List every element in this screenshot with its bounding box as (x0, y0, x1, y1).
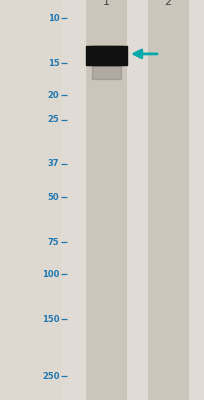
Text: 37: 37 (48, 159, 59, 168)
Bar (61, 0, 203, 400)
Text: 20: 20 (48, 91, 59, 100)
Text: 2: 2 (164, 0, 171, 7)
Text: 25: 25 (48, 116, 59, 124)
Text: 100: 100 (42, 270, 59, 279)
Text: 75: 75 (48, 238, 59, 247)
Text: 250: 250 (42, 372, 59, 380)
Bar (86, 0, 126, 400)
Text: 15: 15 (48, 59, 59, 68)
Text: 150: 150 (42, 315, 59, 324)
Text: 10: 10 (48, 14, 59, 22)
Text: 50: 50 (48, 192, 59, 202)
Bar (147, 0, 188, 400)
Text: 1: 1 (103, 0, 110, 7)
